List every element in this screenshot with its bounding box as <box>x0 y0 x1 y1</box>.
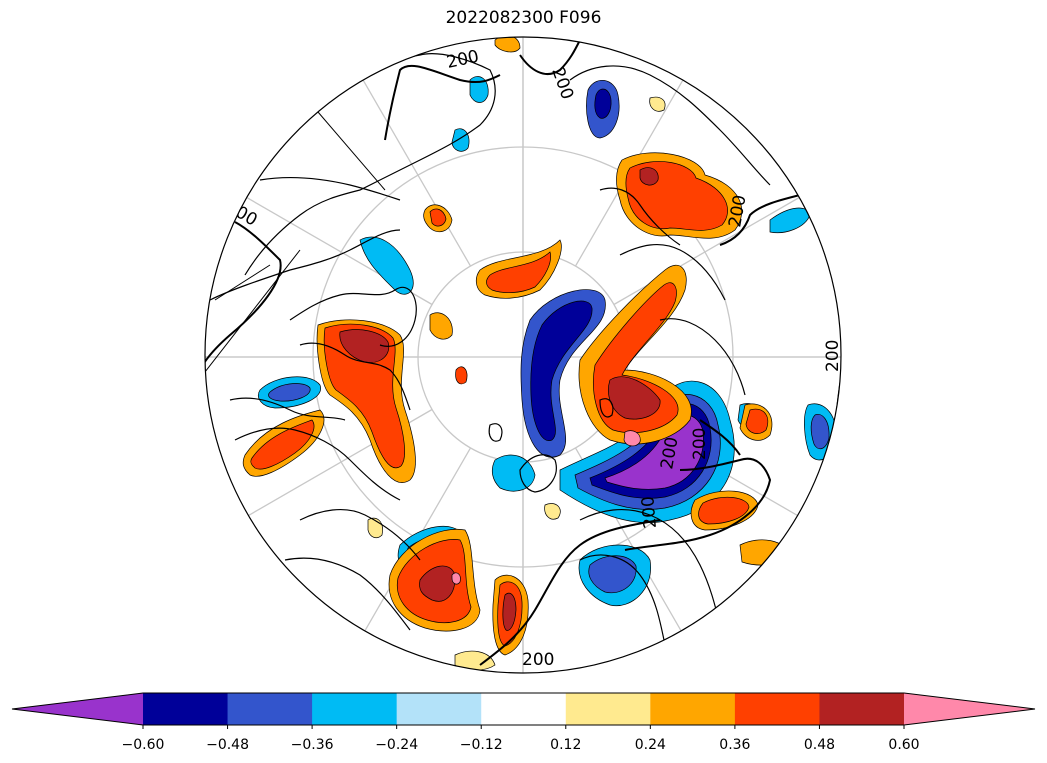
contour-label: 200 <box>690 428 710 460</box>
colorbar-cell <box>734 693 820 725</box>
coastlines <box>209 53 771 646</box>
colorbar-cell <box>312 693 398 725</box>
colorbar-tick-label: 0.24 <box>634 737 666 753</box>
colorbar <box>11 692 1036 729</box>
colorbar-cell <box>819 693 905 725</box>
colorbar-extend-high <box>904 693 1035 725</box>
anomaly-shading <box>242 37 837 671</box>
contour-label: 200 <box>522 650 554 670</box>
colorbar-tick-label: 0.36 <box>719 737 751 753</box>
colorbar-tick-label: −0.48 <box>206 737 249 753</box>
colorbar-extend-low <box>12 693 143 725</box>
colorbar-tick-label: 0.12 <box>550 737 582 753</box>
map-title: 2022082300 F096 <box>445 8 602 28</box>
colorbar-tick-label: −0.36 <box>290 737 334 753</box>
polar-map: 200 200 200 200 200 200 200 200 200 <box>204 36 843 674</box>
colorbar-cell <box>565 693 651 725</box>
borders <box>205 111 386 373</box>
colorbar-tick-label: 0.48 <box>803 737 836 753</box>
colorbar-tick-label: −0.60 <box>121 737 165 753</box>
colorbar-tick-label: 0.60 <box>888 737 920 753</box>
colorbar-tick-label: −0.12 <box>459 737 503 753</box>
map-boundary <box>204 36 842 674</box>
colorbar-cell <box>143 693 229 725</box>
colorbar-tick-label: −0.24 <box>375 737 419 753</box>
colorbar-cell <box>227 693 313 725</box>
colorbar-cell <box>650 693 736 725</box>
contour-label: 200 <box>638 495 661 529</box>
contour-label: 200 <box>823 340 843 372</box>
colorbar-cell <box>481 693 567 725</box>
colorbar-cell <box>396 693 482 725</box>
height-contours <box>205 39 841 666</box>
